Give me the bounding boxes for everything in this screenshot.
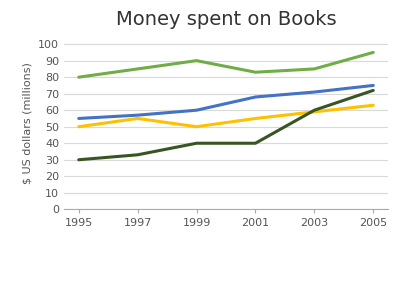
Y-axis label: $ US dollars (millions): $ US dollars (millions) bbox=[22, 62, 32, 184]
Austria bbox=[312, 109, 317, 112]
Legend: Germany, France, Italy, Austria: Germany, France, Italy, Austria bbox=[56, 294, 396, 299]
Title: Money spent on Books: Money spent on Books bbox=[116, 10, 336, 29]
Germany bbox=[76, 75, 81, 79]
Italy bbox=[135, 117, 140, 120]
France bbox=[194, 109, 199, 112]
France bbox=[371, 84, 376, 87]
Line: Austria: Austria bbox=[79, 90, 373, 160]
Germany bbox=[371, 51, 376, 54]
Austria bbox=[194, 141, 199, 145]
Germany bbox=[135, 67, 140, 71]
Line: Italy: Italy bbox=[79, 105, 373, 127]
Austria bbox=[253, 141, 258, 145]
France bbox=[76, 117, 81, 120]
Italy bbox=[312, 110, 317, 114]
Austria bbox=[76, 158, 81, 161]
Germany bbox=[253, 71, 258, 74]
Italy bbox=[76, 125, 81, 129]
Germany bbox=[194, 59, 199, 62]
Austria bbox=[371, 89, 376, 92]
Germany bbox=[312, 67, 317, 71]
France bbox=[135, 113, 140, 117]
France bbox=[312, 90, 317, 94]
Austria bbox=[135, 153, 140, 157]
Italy bbox=[371, 103, 376, 107]
Line: Germany: Germany bbox=[79, 52, 373, 77]
Line: France: France bbox=[79, 86, 373, 118]
France bbox=[253, 95, 258, 99]
Italy bbox=[253, 117, 258, 120]
Italy bbox=[194, 125, 199, 129]
